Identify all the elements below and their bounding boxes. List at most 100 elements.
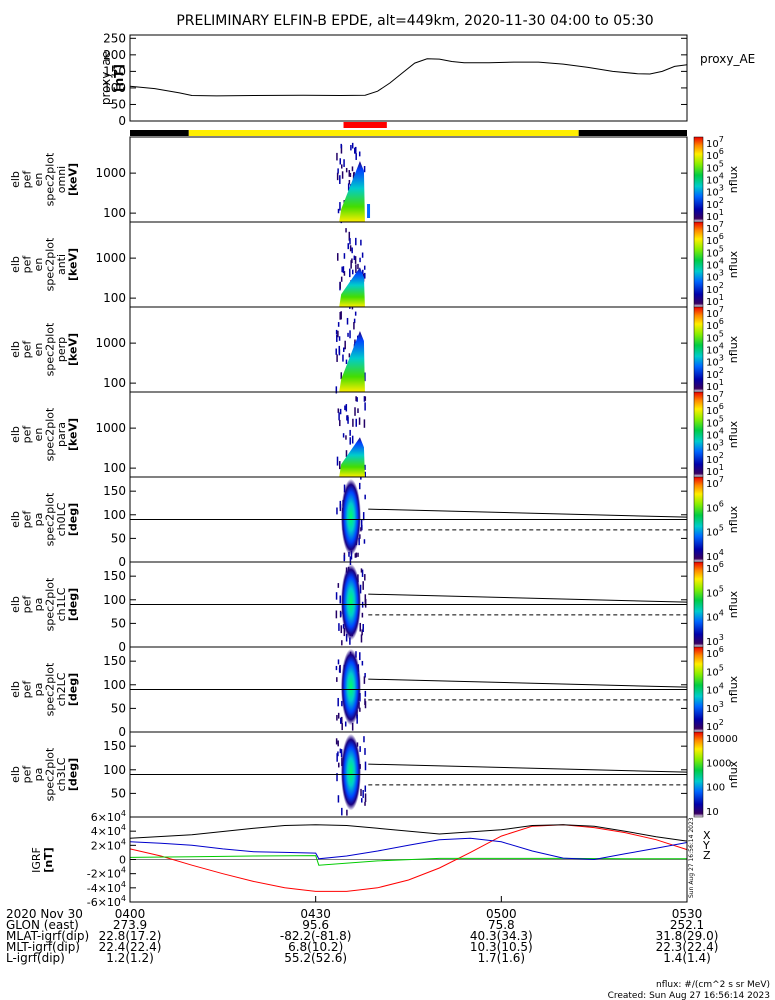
heatmap-panel: 0 50 100 150 elbpefpaspec2plotch1LC[deg] 103 1… (9, 560, 740, 654)
heatmap-speck (341, 171, 344, 179)
heatmap-speck (338, 667, 341, 673)
heatmap-speck (359, 584, 362, 594)
footer-row-value: 0530 (672, 907, 703, 921)
heatmap-speck (355, 396, 357, 402)
colorbar-tick-label: 1000 (706, 758, 731, 769)
heatmap-speck (340, 144, 343, 154)
figure-title: PRELIMINARY ELFIN-B EPDE, alt=449km, 202… (176, 13, 653, 29)
heatmap-speck (354, 256, 357, 264)
heatmap-speck (359, 652, 361, 661)
colorbar (693, 646, 704, 733)
heatmap-speck (355, 552, 358, 558)
heatmap-ylabel: elbpefenspec2plotperp[keV] (9, 322, 80, 376)
heatmap-speck (337, 322, 340, 327)
heatmap-speck (349, 238, 351, 245)
heatmap-speck (343, 347, 345, 352)
footer-row-value: 75.8 (488, 918, 515, 932)
heatmap-speck (347, 416, 349, 424)
heatmap-speck (336, 152, 338, 161)
footer-row-label: MLAT-igrf(dip) (6, 929, 89, 943)
footer-row-value: 273.9 (113, 918, 147, 932)
heatmap-ylabel: elbpefpaspec2plotch3LC[deg] (9, 747, 80, 801)
heatmap-speck (340, 143, 342, 149)
heatmap-speck (337, 697, 339, 707)
heatmap-frame (129, 136, 688, 223)
heatmap-speck (351, 258, 353, 264)
heatmap-speck (340, 749, 343, 758)
heatmap-speck (351, 142, 354, 149)
ae-series-line (129, 58, 688, 97)
footer-row-value: 31.8(29.0) (656, 929, 719, 943)
heatmap-speck (349, 429, 351, 436)
energy-dispersion-wedge (339, 267, 365, 307)
colorbar-tick-label: 103 (706, 269, 724, 284)
heatmap-speck (339, 461, 341, 470)
colorbar-tick-label: 104 (706, 172, 724, 187)
heatmap-speck (342, 433, 345, 438)
heatmap-speck (362, 512, 365, 521)
heatmap-speck (345, 167, 348, 173)
heatmap-speck (345, 450, 348, 457)
igrf-stamp: Sun Aug 27 16:56:14 2023 (688, 817, 695, 898)
heatmap-speck (349, 637, 351, 645)
status-bar-black (578, 130, 687, 136)
colorbar-title: nflux (727, 760, 740, 788)
heatmap-speck (354, 407, 356, 416)
heatmap-speck (349, 437, 351, 445)
heatmap-speck (350, 145, 352, 151)
heatmap-speck (345, 435, 347, 440)
heatmap-speck (345, 228, 347, 233)
heatmap-speck (357, 408, 359, 414)
footer-row-label: 2020 Nov 30 (6, 907, 83, 921)
heatmap-speck (363, 736, 365, 743)
heatmap-speck (362, 627, 364, 633)
colorbar-tick-label: 101 (706, 208, 724, 223)
colorbar-tick-label: 106 (706, 645, 724, 660)
heatmap-speck (356, 714, 358, 724)
heatmap-speck (363, 396, 366, 402)
heatmap-speck (335, 665, 338, 671)
heatmap-ylabel: elbpefpaspec2plotch0LC[deg] (9, 492, 80, 546)
heatmap-speck (335, 610, 338, 619)
heatmap-speck (338, 345, 341, 354)
heatmap-speck (337, 583, 340, 588)
heatmap-speck (336, 354, 338, 362)
heatmap-speck (363, 539, 366, 544)
heatmap-speck (336, 753, 338, 762)
colorbar-title: nflux (727, 675, 740, 703)
heatmap-speck (335, 386, 338, 394)
heatmap-frame (129, 221, 688, 308)
igrf-right-label: X (703, 829, 711, 842)
igrf-right-label: Z (703, 849, 711, 862)
heatmap-speck (343, 159, 345, 167)
pitch-angle-blob (340, 648, 361, 726)
loss-cone-line (368, 678, 688, 688)
heatmap-speck (349, 268, 351, 278)
heatmap-ytick-label: 100 (103, 763, 126, 777)
colorbar-title: nflux (727, 165, 740, 193)
colorbar-title: nflux (727, 250, 740, 278)
footer-row-value: 55.2(52.6) (284, 951, 347, 965)
colorbar-tick-label: 105 (706, 584, 724, 599)
heatmap-speck (364, 785, 367, 792)
heatmap-ytick-label: 100 (103, 593, 126, 607)
heatmap-speck (346, 317, 349, 325)
heatmap-speck (341, 266, 343, 273)
colorbar-tick-label: 106 (706, 317, 724, 332)
heatmap-speck (337, 712, 340, 719)
heatmap-speck (339, 595, 342, 604)
heatmap-speck (337, 168, 339, 174)
colorbar-tick-label: 107 (706, 475, 724, 490)
energy-dispersion-wedge (339, 161, 365, 222)
heatmap-speck (346, 809, 348, 816)
heatmap-speck (364, 672, 366, 678)
colorbar-tick-label: 102 (706, 196, 724, 211)
heatmap-speck (357, 552, 359, 557)
heatmap-speck (345, 633, 348, 642)
heatmap-ytick-label: 0 (118, 555, 126, 569)
heatmap-panel: 1001000elbpefenspec2plotpara[keV]1011021… (9, 390, 740, 480)
heatmap-ytick-label: 100 (103, 461, 126, 475)
heatmap-speck (344, 340, 346, 350)
heatmap-ytick-label: 100 (103, 376, 126, 390)
